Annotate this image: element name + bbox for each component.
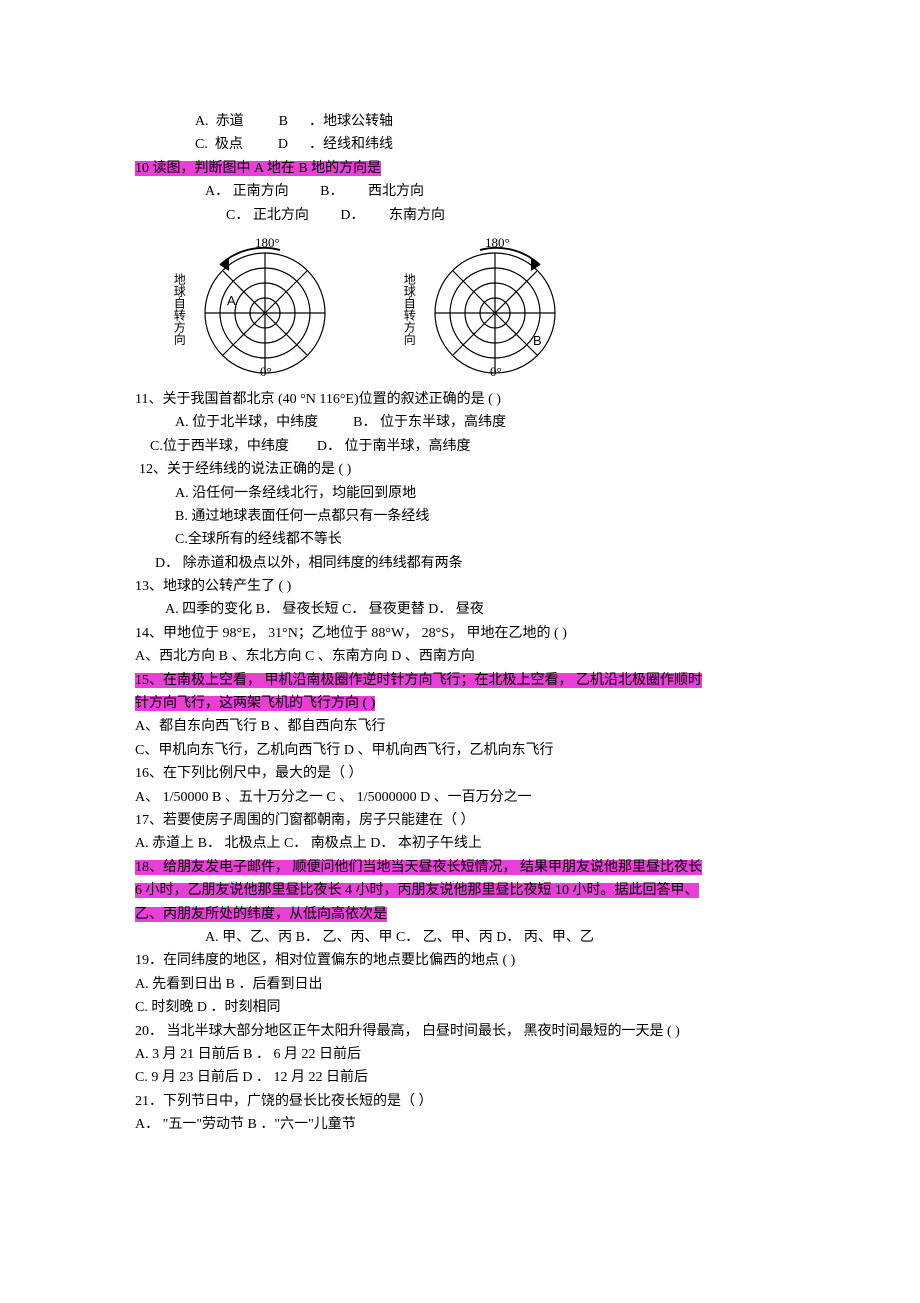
q18-stem-3: 乙、丙朋友所处的纬度，从低向高依次是 xyxy=(135,904,785,926)
q15-stem-2: 针方向飞行，这两架飞机的飞行方向 ( ) xyxy=(135,693,785,715)
q11-b: B． 位于东半球，高纬度 xyxy=(353,415,506,430)
q11-stem: 11、关于我国首都北京 (40 °N 116°E)位置的叙述正确的是 ( ) xyxy=(135,389,785,411)
q11-row-cd: C.位于西半球，中纬度 D． 位于南半球，高纬度 xyxy=(135,436,785,458)
q11-a: A. 位于北半球，中纬度 xyxy=(175,415,318,430)
q10-right-svg: B xyxy=(395,233,595,383)
q21-stem: 21．下列节日中，广饶的昼长比夜长短的是（ ） xyxy=(135,1091,785,1113)
q13-opts: A. 四季的变化 B． 昼夜长短 C． 昼夜更替 D． 昼夜 xyxy=(135,599,785,621)
q10-d-label: D． xyxy=(340,208,364,223)
q10-c-label: C． xyxy=(226,208,249,223)
q11-row-ab: A. 位于北半球，中纬度 B． 位于东半球，高纬度 xyxy=(135,412,785,434)
q10-point-b: B xyxy=(533,333,542,348)
q18-stem-text-2: 6 小时，乙朋友说他那里昼比夜长 4 小时，丙朋友说他那里昼比夜短 10 小时。… xyxy=(135,883,699,898)
q19-cd: C. 时刻晚 D ．时刻相同 xyxy=(135,997,785,1019)
q10-left-top: 180° xyxy=(255,233,280,254)
q10-stem: 10 读图，判断图中 A 地在 B 地的方向是 xyxy=(135,158,785,180)
q10-left-bottom: 0° xyxy=(260,362,272,383)
q15-stem-text-1: 15、在南极上空看， 甲机沿南极圈作逆时针方向飞行；在北极上空看， 乙机沿北极圈… xyxy=(135,673,702,688)
q18-stem-text-1: 18、给朋友发电子邮件， 顺便问他们当地当天昼夜长短情况， 结果甲朋友说他那里昼… xyxy=(135,860,702,875)
q10-right-top: 180° xyxy=(485,233,510,254)
q18-stem-1: 18、给朋友发电子邮件， 顺便问他们当地当天昼夜长短情况， 结果甲朋友说他那里昼… xyxy=(135,857,785,879)
q12-c: C.全球所有的经线都不等长 xyxy=(135,529,785,551)
q10-a-label: A． xyxy=(205,184,229,199)
q20-cd: C. 9 月 23 日前后 D ． 12 月 22 日前后 xyxy=(135,1067,785,1089)
q9-a-label: A. xyxy=(195,114,209,129)
q10-left-vlabel: 地球自转方向 xyxy=(169,273,188,345)
q10-right-vlabel: 地球自转方向 xyxy=(399,273,418,345)
q14-opts: A、西北方向 B 、东北方向 C 、东南方向 D 、西南方向 xyxy=(135,646,785,668)
q9-row-cd: C. 极点 D ．经线和纬线 xyxy=(135,134,785,156)
q11-c: C.位于西半球，中纬度 xyxy=(150,439,289,454)
q18-stem-text-3: 乙、丙朋友所处的纬度，从低向高依次是 xyxy=(135,907,387,922)
q14-stem: 14、甲地位于 98°E， 31°N；乙地位于 88°W， 28°S， 甲地在乙… xyxy=(135,623,785,645)
q9-a-text: 赤道 xyxy=(216,114,244,129)
q20-stem: 20． 当北半球大部分地区正午太阳升得最高， 白昼时间最长， 黑夜时间最短的一天… xyxy=(135,1021,785,1043)
q10-left-svg: A xyxy=(165,233,365,383)
q9-c-text: 极点 xyxy=(215,137,243,152)
q20-ab: A. 3 月 21 日前后 B ． 6 月 22 日前后 xyxy=(135,1044,785,1066)
q17-stem: 17、若要使房子周围的门窗都朝南，房子只能建在（ ） xyxy=(135,810,785,832)
q9-d-label: D xyxy=(278,137,288,152)
q10-diagrams: 180° 地球自转方向 A xyxy=(135,233,785,383)
q9-b-text: ．地球公转轴 xyxy=(309,114,393,129)
q10-point-a: A xyxy=(227,293,236,308)
q10-stem-text: 10 读图，判断图中 A 地在 B 地的方向是 xyxy=(135,161,381,176)
q18-opts: A. 甲、乙、丙 B． 乙、丙、甲 C． 乙、甲、丙 D． 丙、甲、乙 xyxy=(135,927,785,949)
q15-ab: A、都自东向西飞行 B 、都自西向东飞行 xyxy=(135,716,785,738)
q19-stem: 19．在同纬度的地区，相对位置偏东的地点要比偏西的地点 ( ) xyxy=(135,950,785,972)
q12-stem: 12、关于经纬线的说法正确的是 ( ) xyxy=(135,459,785,481)
q17-opts: A. 赤道上 B． 北极点上 C． 南极点上 D． 本初子午线上 xyxy=(135,833,785,855)
q10-row-ab: A． 正南方向 B． 西北方向 xyxy=(135,181,785,203)
q15-stem-text-2: 针方向飞行，这两架飞机的飞行方向 ( ) xyxy=(135,696,375,711)
q10-b-text: 西北方向 xyxy=(368,184,424,199)
q15-stem-1: 15、在南极上空看， 甲机沿南极圈作逆时针方向飞行；在北极上空看， 乙机沿北极圈… xyxy=(135,670,785,692)
q10-diagram-right: 180° 地球自转方向 B xyxy=(395,233,595,383)
q12-d: D． 除赤道和极点以外，相同纬度的纬线都有两条 xyxy=(135,553,785,575)
q13-stem: 13、地球的公转产生了 ( ) xyxy=(135,576,785,598)
q10-b-label: B． xyxy=(320,184,343,199)
q9-b-label: B xyxy=(279,114,288,129)
document-page: A. 赤道 B ．地球公转轴 C. 极点 D ．经线和纬线 10 读图，判断图中… xyxy=(0,0,920,1197)
q16-opts: A、 1/50000 B 、五十万分之一 C 、 1/5000000 D 、一百… xyxy=(135,787,785,809)
q9-d-text: ．经线和纬线 xyxy=(309,137,393,152)
q10-right-bottom: 0° xyxy=(490,362,502,383)
q10-diagram-left: 180° 地球自转方向 A xyxy=(165,233,365,383)
q11-d: D． 位于南半球，高纬度 xyxy=(317,439,471,454)
q15-cd: C、甲机向东飞行，乙机向西飞行 D 、甲机向西飞行，乙机向东飞行 xyxy=(135,740,785,762)
q10-row-cd: C． 正北方向 D． 东南方向 xyxy=(135,205,785,227)
q10-c-text: 正北方向 xyxy=(253,208,309,223)
q12-a: A. 沿任何一条经线北行，均能回到原地 xyxy=(135,483,785,505)
q9-c-label: C. xyxy=(195,137,208,152)
q9-row-ab: A. 赤道 B ．地球公转轴 xyxy=(135,111,785,133)
q16-stem: 16、在下列比例尺中，最大的是（ ） xyxy=(135,763,785,785)
q18-stem-2: 6 小时，乙朋友说他那里昼比夜长 4 小时，丙朋友说他那里昼比夜短 10 小时。… xyxy=(135,880,785,902)
q19-ab: A. 先看到日出 B ．后看到日出 xyxy=(135,974,785,996)
q10-d-text: 东南方向 xyxy=(389,208,445,223)
q21-opts: A． "五一"劳动节 B ．"六一"儿童节 xyxy=(135,1114,785,1136)
q10-a-text: 正南方向 xyxy=(233,184,289,199)
q12-b: B. 通过地球表面任何一点都只有一条经线 xyxy=(135,506,785,528)
